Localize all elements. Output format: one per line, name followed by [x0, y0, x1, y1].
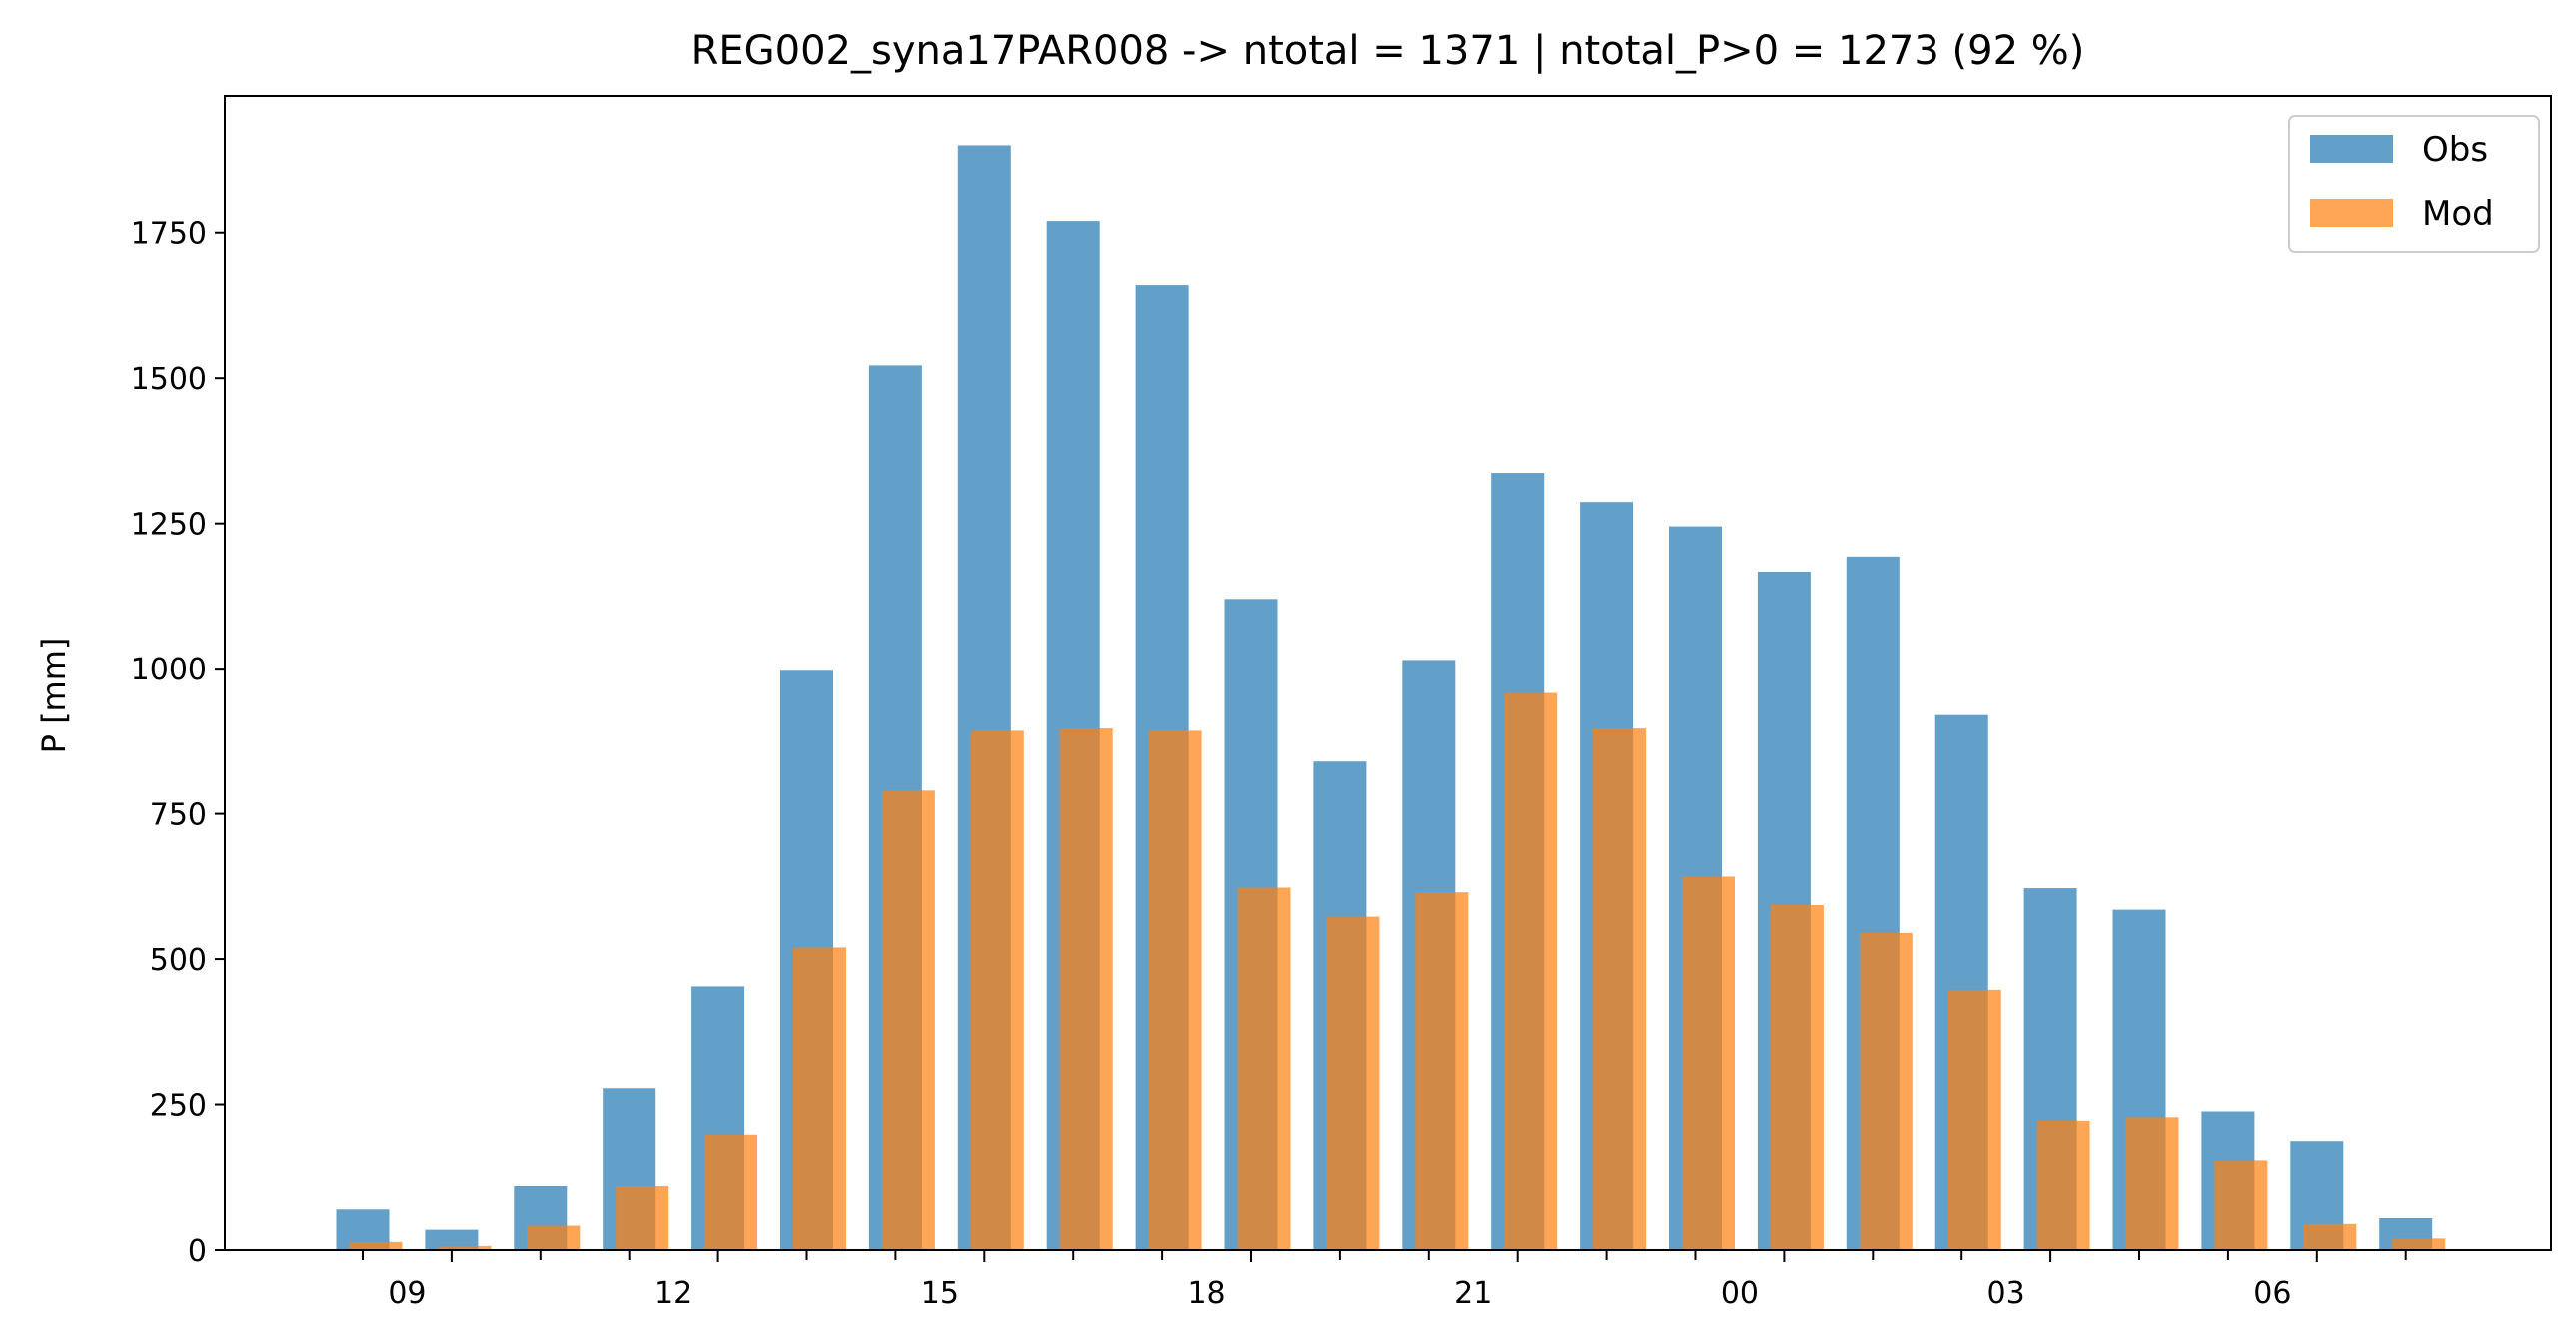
- mod-bar-22: [1593, 728, 1647, 1250]
- y-tick-label-1250: 1250: [131, 508, 207, 543]
- x-tick-label-12: 12: [654, 1276, 692, 1311]
- mod-bar-18: [1237, 887, 1291, 1250]
- mod-bar-09: [438, 1245, 492, 1250]
- x-tick-label-15: 15: [921, 1276, 959, 1311]
- legend-label-mod: Mod: [2422, 194, 2494, 234]
- mod-bar-11: [616, 1185, 669, 1250]
- plot-area-frame: [224, 95, 2552, 1251]
- x-axis: 09 12 15 18 21 00 03 06: [362, 1250, 2407, 1311]
- x-tick-label-00: 00: [1721, 1276, 1759, 1311]
- mod-bar-15: [970, 730, 1024, 1250]
- mod-bar-21: [1504, 692, 1558, 1250]
- mod-bar-12: [704, 1134, 758, 1250]
- mod-bar-03: [2036, 1120, 2090, 1250]
- mod-bar-13: [793, 947, 846, 1250]
- y-axis-label: P [mm]: [35, 638, 73, 754]
- mod-bar-01: [1859, 932, 1913, 1250]
- mod-bar-17: [1148, 730, 1202, 1250]
- x-tick-label-03: 03: [1987, 1276, 2025, 1311]
- mod-bar-07: [2392, 1238, 2446, 1250]
- bars-layer: [336, 145, 2446, 1251]
- x-tick-label-18: 18: [1187, 1276, 1225, 1311]
- mod-bar-20: [1415, 892, 1469, 1250]
- y-tick-label-0: 0: [188, 1234, 207, 1269]
- mod-bar-19: [1326, 916, 1380, 1250]
- mod-bar-04: [2125, 1117, 2179, 1250]
- y-tick-label-1000: 1000: [131, 653, 207, 687]
- mod-bar-06: [2303, 1223, 2357, 1250]
- y-tick-label-750: 750: [150, 798, 207, 833]
- y-axis: 0 250 500 750 1000 1250 1500 1750: [131, 217, 225, 1269]
- x-tick-label-21: 21: [1454, 1276, 1492, 1311]
- mod-bar-14: [881, 790, 935, 1250]
- legend-swatch-obs: [2310, 135, 2393, 163]
- chart-title: REG002_syna17PAR008 -> ntotal = 1371 | n…: [691, 28, 2085, 74]
- x-tick-label-09: 09: [388, 1276, 426, 1311]
- mod-bar-16: [1059, 728, 1113, 1250]
- mod-bar-00: [1770, 904, 1824, 1250]
- obs-bar-09: [425, 1229, 479, 1250]
- x-tick-label-06: 06: [2253, 1276, 2291, 1311]
- mod-bar-08: [349, 1241, 403, 1250]
- y-tick-label-1500: 1500: [131, 362, 207, 397]
- y-tick-label-1750: 1750: [131, 217, 207, 252]
- legend-swatch-mod: [2310, 199, 2393, 227]
- mod-bar-23: [1682, 876, 1735, 1250]
- y-tick-label-250: 250: [150, 1089, 207, 1124]
- legend-label-obs: Obs: [2422, 130, 2488, 170]
- y-tick-label-500: 500: [150, 943, 207, 978]
- mod-bar-10: [527, 1225, 581, 1250]
- mod-bar-05: [2214, 1160, 2268, 1250]
- legend: Obs Mod: [2288, 115, 2540, 253]
- mod-bar-02: [1947, 989, 2001, 1250]
